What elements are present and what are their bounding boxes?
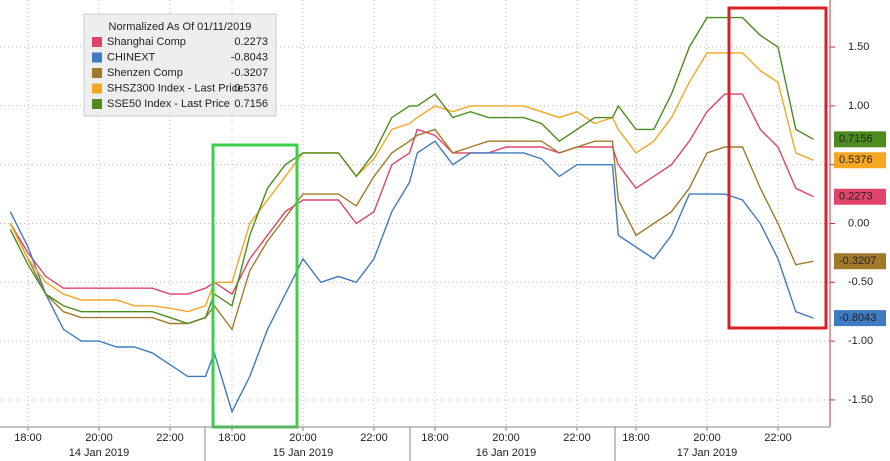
- legend-swatch: [92, 83, 102, 94]
- date-label: 17 Jan 2019: [677, 447, 738, 459]
- value-tag: [834, 253, 886, 270]
- legend-value: 0.7156: [234, 98, 268, 110]
- value-tag-label: 0.2273: [839, 191, 873, 203]
- value-tag: [834, 310, 886, 327]
- legend-label: Shanghai Comp: [107, 36, 186, 48]
- legend-swatch: [92, 37, 102, 47]
- legend-value: 0.5376: [234, 82, 268, 94]
- legend-swatch: [92, 99, 102, 109]
- highlight-box: [727, 6, 828, 330]
- date-label: 14 Jan 2019: [69, 447, 130, 459]
- legend-value: -0.3207: [231, 67, 268, 79]
- date-label: 16 Jan 2019: [476, 447, 537, 459]
- x-tick-label: 20:00: [85, 432, 113, 444]
- x-tick-label: 22:00: [764, 432, 792, 444]
- x-tick-label: 22:00: [156, 432, 184, 444]
- value-tag: [834, 131, 886, 148]
- value-tag: [834, 152, 886, 169]
- value-tag-label: 0.5376: [839, 154, 873, 166]
- series-line: [9, 93, 814, 296]
- x-tick-label: 20:00: [289, 432, 317, 444]
- value-tag-label: -0.8043: [839, 312, 876, 324]
- legend-label: SSE50 Index - Last Price: [107, 98, 230, 110]
- series-line: [9, 52, 814, 313]
- y-tick-label: 1.00: [848, 100, 869, 112]
- legend-label: CHINEXT: [107, 51, 156, 63]
- value-tag-label: -0.3207: [839, 255, 876, 267]
- series-line: [9, 128, 814, 331]
- value-tag: [834, 188, 886, 205]
- series-line: [9, 16, 814, 325]
- lines: [9, 16, 814, 414]
- y-tick-label: -1.00: [848, 335, 873, 347]
- legend-value: 0.2273: [234, 36, 268, 48]
- legend-label: Shenzen Comp: [107, 67, 183, 79]
- legend-swatch: [92, 68, 102, 78]
- x-tick-label: 22:00: [360, 432, 388, 444]
- x-tick-label: 20:00: [693, 432, 721, 444]
- y-tick-label: 0.00: [848, 217, 869, 229]
- x-tick-label: 18:00: [622, 432, 650, 444]
- legend-box: [83, 13, 277, 117]
- x-tick-label: 22:00: [563, 432, 591, 444]
- legend-value: -0.8043: [231, 51, 268, 63]
- legend-label: SHSZ300 Index - Last Price: [107, 82, 243, 94]
- x-tick-label: 18:00: [218, 432, 246, 444]
- series-line: [9, 140, 814, 414]
- legend-title: Normalized As Of 01/11/2019: [109, 21, 252, 33]
- legend: Normalized As Of 01/11/2019 Shanghai Com…: [83, 13, 277, 117]
- date-label: 15 Jan 2019: [273, 447, 334, 459]
- x-tick-label: 20:00: [492, 432, 520, 444]
- value-tag-label: 0.7156: [839, 133, 873, 145]
- x-tick-label: 18:00: [14, 432, 42, 444]
- y-tick-label: -0.50: [848, 276, 873, 288]
- y-tick-label: -1.50: [848, 394, 873, 406]
- x-tick-label: 18:00: [421, 432, 449, 444]
- legend-swatch: [92, 52, 102, 63]
- y-tick-label: 1.50: [848, 41, 869, 53]
